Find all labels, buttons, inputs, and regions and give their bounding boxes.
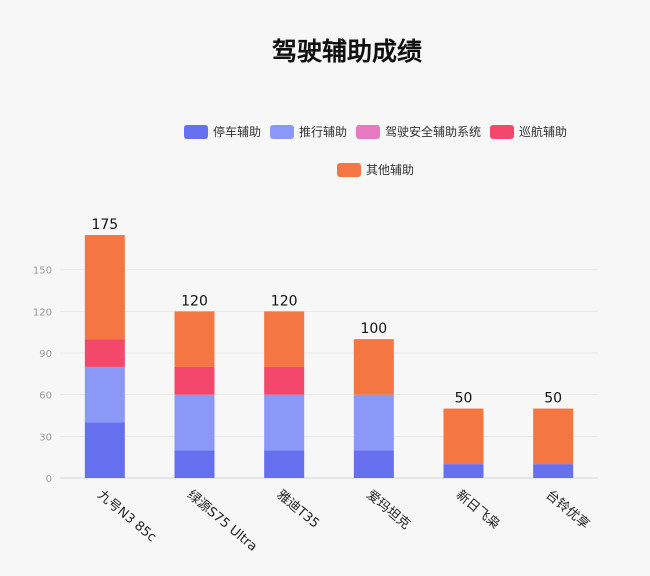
legend-swatch (337, 163, 361, 177)
y-tick-label: 30 (39, 432, 52, 443)
legend-label: 巡航辅助 (519, 124, 567, 139)
y-tick-label: 120 (33, 307, 52, 318)
bar-segment[interactable] (533, 464, 574, 478)
legend-item[interactable]: 巡航辅助 (490, 124, 567, 139)
bar-total-label: 120 (181, 293, 208, 309)
legend-swatch (184, 125, 208, 139)
x-tick-label: 台铃优享 (543, 487, 593, 533)
bar-segment[interactable] (353, 394, 394, 451)
y-tick-label: 0 (46, 474, 52, 485)
bar-segment[interactable] (353, 339, 394, 395)
legend-swatch (270, 125, 294, 139)
bar-segment[interactable] (84, 235, 125, 340)
bar-segment[interactable] (174, 450, 215, 478)
bar-segment[interactable] (264, 394, 305, 451)
bar-total-label: 120 (271, 293, 298, 309)
chart-title: 驾驶辅助成绩 (272, 37, 422, 66)
bar-segment[interactable] (443, 464, 484, 478)
bar-segment[interactable] (443, 408, 484, 465)
bar-segment[interactable] (264, 450, 305, 478)
bar-segment[interactable] (174, 311, 215, 367)
legend-swatch (490, 125, 514, 139)
x-axis: 九号N3 85c 绿源S75 Ultra 雅迪T35 爱玛坦克 新日飞枭 台铃优享 (94, 487, 592, 555)
legend-label: 推行辅助 (299, 125, 347, 139)
y-tick-label: 60 (39, 391, 52, 402)
bars (84, 235, 574, 478)
bar-segment[interactable] (84, 339, 125, 367)
legend-item[interactable]: 驾驶安全辅助系统 (356, 124, 481, 139)
legend-label: 驾驶安全辅助系统 (385, 124, 481, 139)
x-tick-label: 九号N3 85c (94, 488, 159, 546)
legend-item[interactable]: 其他辅助 (337, 163, 414, 177)
y-tick-label: 150 (33, 266, 52, 277)
legend-item[interactable]: 停车辅助 (184, 124, 261, 139)
bar-segment[interactable] (264, 311, 305, 367)
bar-total-label: 50 (544, 391, 562, 407)
bar-total-label: 100 (360, 321, 387, 337)
bar-total-label: 50 (455, 391, 473, 407)
x-tick-label: 爱玛坦克 (363, 488, 412, 533)
y-axis: 0 30 60 90 120 150 (33, 266, 52, 485)
y-tick-label: 90 (39, 349, 52, 360)
legend-label: 其他辅助 (366, 163, 414, 177)
bar-total-label: 175 (91, 217, 118, 233)
grid (60, 269, 598, 479)
legend-item[interactable]: 推行辅助 (270, 125, 347, 139)
total-labels: 175 120 120 100 50 50 (91, 217, 562, 407)
bar-segment[interactable] (533, 408, 574, 465)
x-tick-label: 绿源S75 Ultra (184, 488, 260, 555)
legend-label: 停车辅助 (213, 124, 261, 139)
bar-segment[interactable] (264, 366, 305, 395)
x-tick-label: 雅迪T35 (274, 488, 322, 532)
bar-segment[interactable] (174, 366, 215, 395)
legend-swatch (356, 125, 380, 139)
bar-segment[interactable] (84, 366, 125, 423)
bar-segment[interactable] (353, 450, 394, 478)
bar-segment[interactable] (84, 422, 125, 478)
bar-segment[interactable] (174, 394, 215, 451)
x-tick-label: 新日飞枭 (453, 487, 503, 533)
